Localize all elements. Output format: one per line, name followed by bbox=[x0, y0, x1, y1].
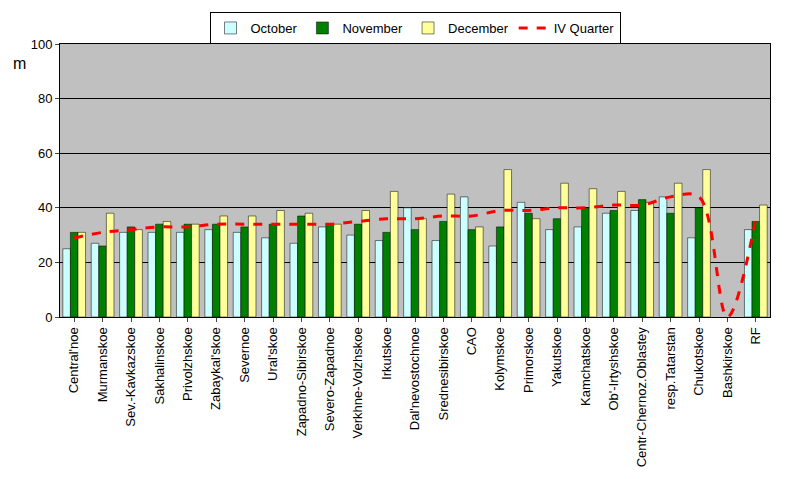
svg-text:Central'noe: Central'noe bbox=[66, 327, 81, 393]
svg-text:CAO: CAO bbox=[464, 327, 479, 355]
svg-text:Kamchatskoe: Kamchatskoe bbox=[578, 327, 593, 406]
svg-text:December: December bbox=[448, 21, 509, 36]
svg-text:Verkhne-Volzhskoe: Verkhne-Volzhskoe bbox=[350, 327, 365, 438]
svg-text:Irkutskoe: Irkutskoe bbox=[379, 327, 394, 380]
svg-text:resp.Tatarstan: resp.Tatarstan bbox=[663, 327, 678, 409]
svg-text:40: 40 bbox=[38, 200, 52, 215]
svg-text:100: 100 bbox=[31, 37, 53, 52]
svg-text:Zabaykal'skoe: Zabaykal'skoe bbox=[208, 327, 223, 410]
svg-text:Severo-Zapadnoe: Severo-Zapadnoe bbox=[322, 327, 337, 431]
svg-text:IV Quarter: IV Quarter bbox=[554, 21, 615, 36]
svg-text:Sev.-Kavkazskoe: Sev.-Kavkazskoe bbox=[123, 327, 138, 426]
svg-text:Kolymskoe: Kolymskoe bbox=[492, 327, 507, 391]
svg-text:m: m bbox=[13, 55, 26, 72]
svg-text:Ural'skoe: Ural'skoe bbox=[265, 327, 280, 381]
svg-text:Dal'nevostochnoe: Dal'nevostochnoe bbox=[407, 327, 422, 430]
svg-text:0: 0 bbox=[45, 310, 52, 325]
svg-text:Zapadno-Sibirskoe: Zapadno-Sibirskoe bbox=[294, 327, 309, 436]
svg-text:Sakhalinskoe: Sakhalinskoe bbox=[152, 327, 167, 404]
svg-text:80: 80 bbox=[38, 91, 52, 106]
svg-text:Severnoe: Severnoe bbox=[237, 327, 252, 383]
svg-text:RF: RF bbox=[748, 327, 763, 344]
svg-text:Murmanskoe: Murmanskoe bbox=[95, 327, 110, 402]
svg-text:60: 60 bbox=[38, 146, 52, 161]
svg-text:Privolzhskoe: Privolzhskoe bbox=[180, 327, 195, 401]
svg-text:Centr-Chernoz.Oblastey: Centr-Chernoz.Oblastey bbox=[634, 327, 649, 468]
svg-text:Chukotskoe: Chukotskoe bbox=[691, 327, 706, 396]
svg-text:Srednesibirskoe: Srednesibirskoe bbox=[436, 327, 451, 420]
svg-text:20: 20 bbox=[38, 255, 52, 270]
svg-text:Yakutskoe: Yakutskoe bbox=[549, 327, 564, 387]
svg-text:Ob'-Irtyshskoe: Ob'-Irtyshskoe bbox=[606, 327, 621, 410]
svg-text:November: November bbox=[342, 21, 403, 36]
svg-text:Bashkirskoe: Bashkirskoe bbox=[720, 327, 735, 398]
svg-text:October: October bbox=[251, 21, 298, 36]
svg-text:Primorskoe: Primorskoe bbox=[521, 327, 536, 393]
